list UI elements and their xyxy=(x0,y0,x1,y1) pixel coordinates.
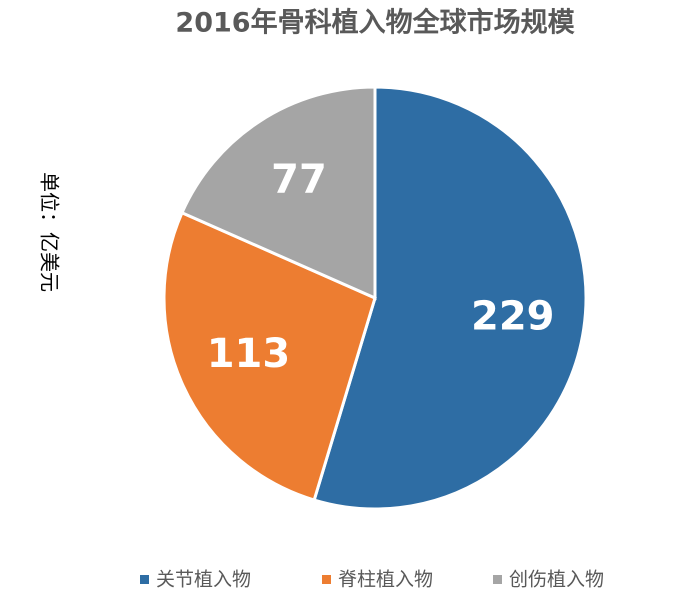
legend-label: 创伤植入物 xyxy=(509,569,604,591)
data-label: 229 xyxy=(471,293,555,339)
legend-label: 关节植入物 xyxy=(156,569,251,591)
data-label: 77 xyxy=(271,156,327,202)
legend-marker xyxy=(140,575,149,584)
legend-marker xyxy=(322,575,331,584)
chart-title: 2016年骨科植入物全球市场规模 xyxy=(175,7,574,39)
legend-marker xyxy=(493,575,502,584)
pie-slice xyxy=(162,210,377,502)
y-axis-label: 单位：亿美元 xyxy=(38,172,62,292)
pie-slice xyxy=(180,85,377,301)
data-label: 113 xyxy=(207,331,291,377)
legend-label: 脊柱植入物 xyxy=(338,569,433,591)
pie-slice xyxy=(312,85,588,511)
